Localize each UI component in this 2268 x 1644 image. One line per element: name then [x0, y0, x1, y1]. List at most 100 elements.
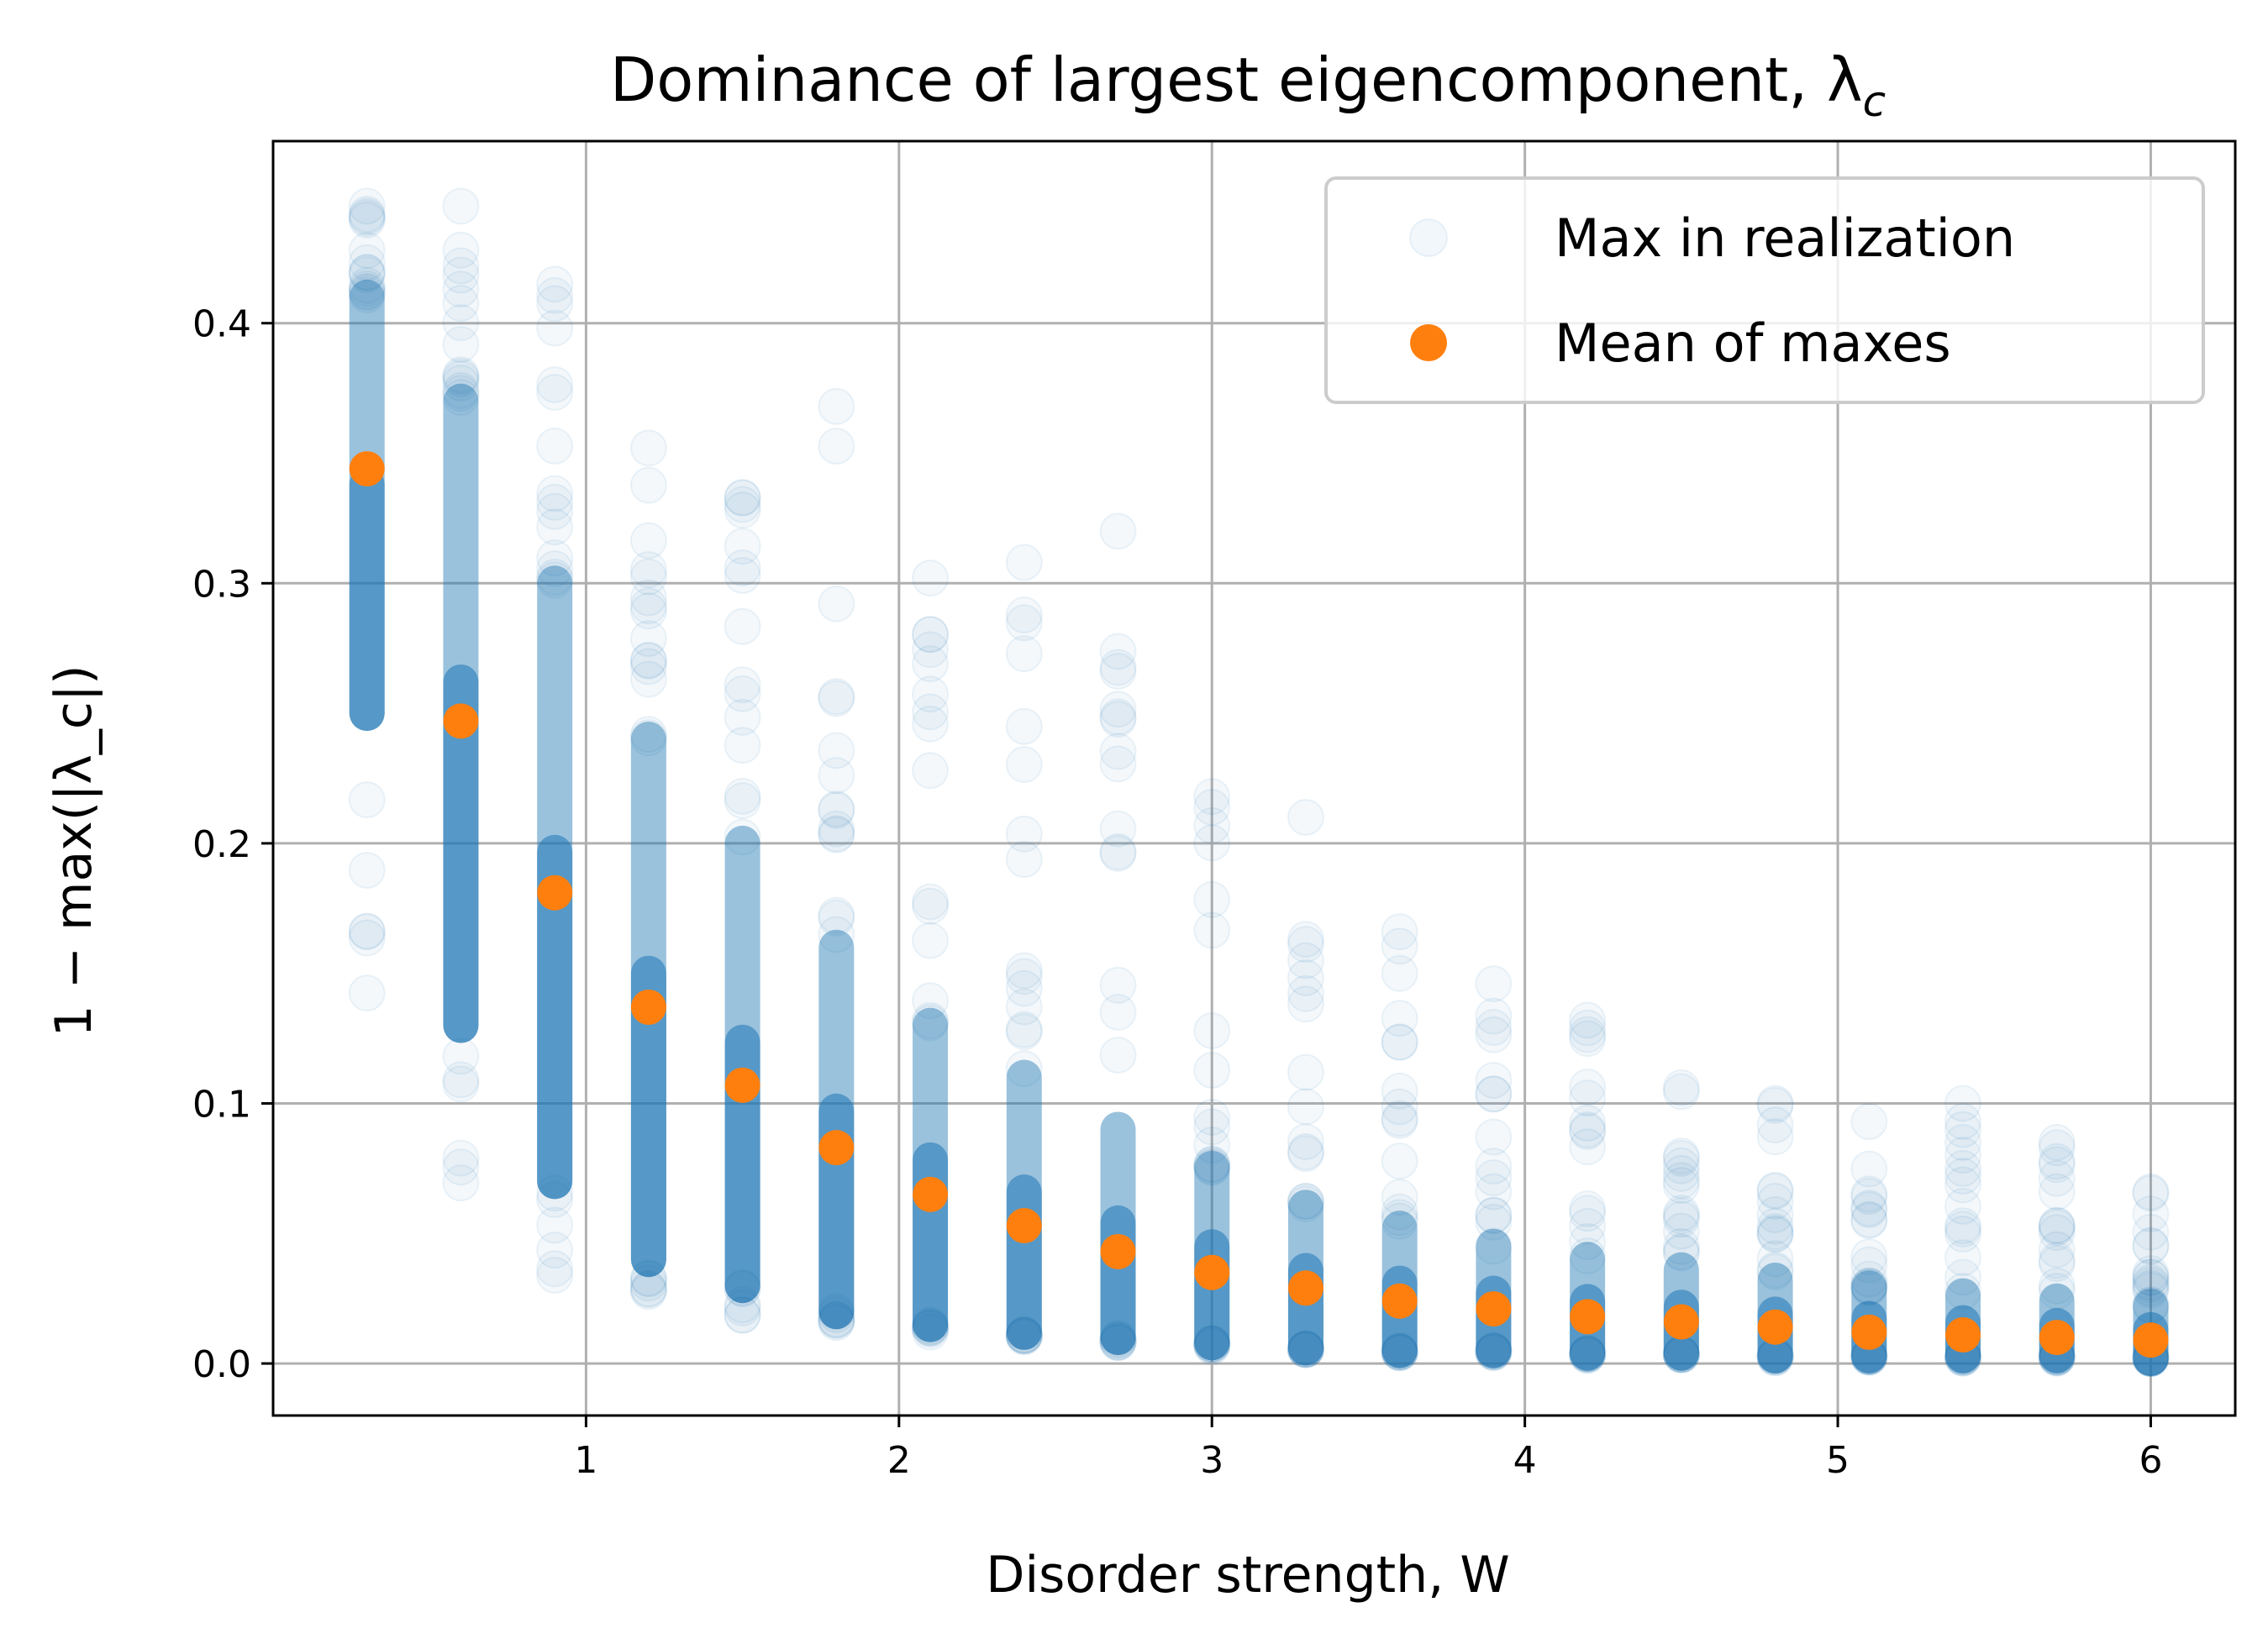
realization-point — [1756, 1173, 1794, 1211]
realization-point — [1193, 880, 1231, 918]
realization-point — [1944, 1187, 1982, 1225]
realization-point — [442, 356, 480, 394]
realization-point — [1850, 1175, 1888, 1213]
realization-point — [629, 466, 667, 504]
realization-point — [1099, 1321, 1137, 1359]
realization-point — [912, 752, 950, 790]
realization-point — [912, 616, 950, 654]
axes-frame — [271, 139, 2237, 1417]
realization-point — [629, 1264, 667, 1302]
realization-point — [442, 358, 480, 396]
realization-point — [1005, 1013, 1043, 1051]
realization-point — [1944, 1239, 1982, 1277]
realization-point — [442, 231, 480, 269]
mean-point — [1287, 1270, 1323, 1306]
realization-point — [348, 254, 386, 292]
x-axis-label: Disorder strength, W — [986, 1546, 1509, 1605]
legend-marker-realization — [1409, 218, 1448, 257]
mean-point — [1381, 1283, 1418, 1319]
realization-point — [1099, 993, 1137, 1031]
realization-point — [2132, 1266, 2170, 1304]
realization-point — [2132, 1255, 2170, 1293]
realization-point — [2038, 1209, 2076, 1247]
realization-point — [1475, 1061, 1513, 1099]
realization-point — [1381, 913, 1418, 951]
realization-point — [1569, 1079, 1607, 1117]
realization-point — [629, 1270, 667, 1308]
realization-point — [2038, 1123, 2076, 1161]
realization-point — [1662, 1195, 1700, 1232]
realization-point — [1005, 841, 1043, 879]
realization-point — [1662, 1162, 1700, 1200]
realization-point — [1381, 1199, 1418, 1237]
realization-point — [1193, 1146, 1231, 1184]
realization-point — [2038, 1242, 2076, 1279]
realization-point — [1099, 1320, 1137, 1358]
realization-point — [912, 1001, 950, 1039]
realization-point — [1475, 1196, 1513, 1234]
realization-band-core — [443, 664, 479, 1043]
realization-point — [2132, 1258, 2170, 1296]
realization-point — [1850, 1200, 1888, 1238]
realization-point — [724, 666, 761, 704]
realization-point — [724, 777, 761, 815]
realization-point — [1662, 1139, 1700, 1177]
realization-point — [1193, 1325, 1231, 1363]
realization-point — [348, 781, 386, 819]
realization-point — [2132, 1227, 2170, 1265]
mean-point — [1476, 1291, 1512, 1327]
realization-point — [442, 364, 480, 402]
realization-point — [1850, 1268, 1888, 1305]
legend-label-mean: Mean of maxes — [1555, 313, 1951, 374]
realization-point — [536, 1250, 574, 1288]
realization-point — [1193, 1052, 1231, 1090]
realization-point — [1381, 1072, 1418, 1110]
realization-point — [629, 558, 667, 596]
realization-point — [818, 916, 855, 953]
realization-point — [1850, 1150, 1888, 1188]
realization-point — [1569, 1068, 1607, 1106]
realization-point — [1662, 1147, 1700, 1184]
realization-point — [912, 883, 950, 921]
realization-point — [818, 757, 855, 795]
realization-point — [724, 549, 761, 587]
realization-point — [1569, 1009, 1607, 1047]
realization-point — [1005, 815, 1043, 853]
realization-point — [1850, 1191, 1888, 1229]
realization-point — [348, 272, 386, 310]
realization-point — [442, 270, 480, 308]
mean-point — [818, 1130, 855, 1166]
realization-point — [1381, 1334, 1418, 1372]
realization-point — [2038, 1231, 2076, 1268]
mean-point — [1663, 1304, 1699, 1340]
realization-point — [818, 1300, 855, 1338]
realization-point — [1287, 1331, 1324, 1368]
realization-point — [1005, 958, 1043, 995]
realization-point — [442, 1037, 480, 1075]
realization-point — [629, 587, 667, 625]
realization-point — [1569, 1336, 1607, 1374]
realization-point — [1005, 969, 1043, 1007]
realization-point — [2038, 1267, 2076, 1305]
realization-point — [1569, 1016, 1607, 1053]
realization-point — [1005, 1316, 1043, 1353]
realization-point — [2038, 1159, 2076, 1197]
mean-point — [1851, 1314, 1887, 1350]
realization-point — [818, 899, 855, 937]
realization-point — [1099, 649, 1137, 686]
realization-point — [348, 266, 386, 304]
realization-point — [1381, 1334, 1418, 1372]
realization-point — [1381, 1088, 1418, 1126]
realization-point — [536, 539, 574, 577]
realization-point — [818, 896, 855, 934]
realization-point — [536, 561, 574, 599]
realization-point — [1287, 1330, 1324, 1368]
realization-point — [1756, 1182, 1794, 1220]
realization-point — [818, 790, 855, 827]
realization-point — [536, 309, 574, 347]
realization-point — [442, 1148, 480, 1186]
realization-point — [1475, 1227, 1513, 1265]
realization-point — [1287, 942, 1324, 980]
realization-point — [724, 479, 761, 517]
realization-point — [1381, 1000, 1418, 1037]
